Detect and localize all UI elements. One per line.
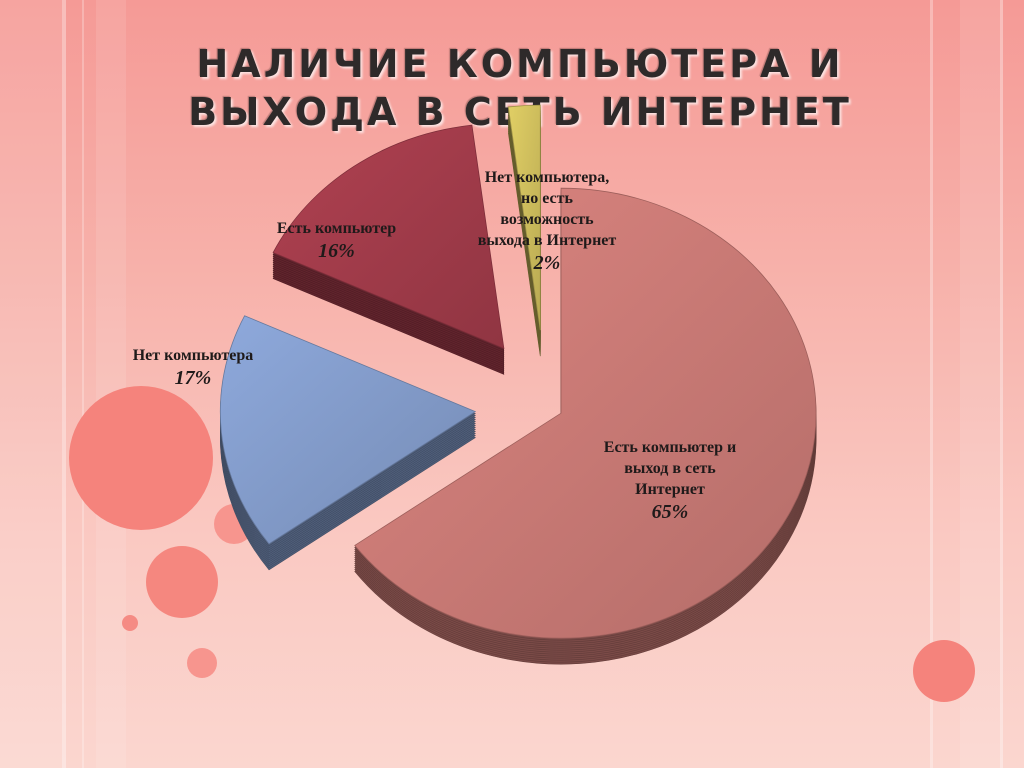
slice-label-text: Есть компьютер и выход в сеть Интернет	[603, 439, 737, 498]
slice-top	[219, 315, 477, 545]
slice-top	[272, 124, 505, 350]
slice-top	[354, 187, 817, 639]
label-slice-no-computer: Нет компьютера 17%	[108, 345, 278, 390]
pie-slice-no-computer-access	[507, 104, 541, 357]
label-slice-computer: Есть компьютер 16%	[254, 218, 419, 263]
decor-circle-right	[913, 640, 975, 702]
pie-slice-computer	[272, 124, 505, 375]
decor-circle-small-2	[187, 648, 217, 678]
slice-label-text: Нет компьютера	[132, 347, 254, 364]
decor-circle-large	[69, 386, 213, 530]
pie-slice-internet	[354, 187, 817, 665]
slide-title: НАЛИЧИЕ КОМПЬЮТЕРА И ВЫХОДА В СЕТЬ ИНТЕР…	[150, 40, 890, 136]
slice-label-value: 17%	[174, 367, 212, 389]
title-line-1: НАЛИЧИЕ КОМПЬЮТЕРА И	[196, 42, 844, 86]
pie-slice-no-computer	[219, 315, 477, 571]
label-slice-no-computer-access: Нет компьютера, но есть возможность выхо…	[447, 167, 647, 275]
slice-top	[507, 104, 541, 331]
slice-label-value: 65%	[651, 501, 689, 523]
slice-label-value: 2%	[533, 252, 561, 274]
decor-circle-tiny	[122, 615, 138, 631]
slice-label-value: 16%	[318, 240, 355, 262]
label-slice-internet: Есть компьютер и выход в сеть Интернет 6…	[575, 437, 765, 524]
slice-label-text: Есть компьютер	[276, 220, 397, 237]
slice-label-text: Нет компьютера, но есть возможность выхо…	[477, 169, 617, 249]
decor-circle-medium	[146, 546, 218, 618]
